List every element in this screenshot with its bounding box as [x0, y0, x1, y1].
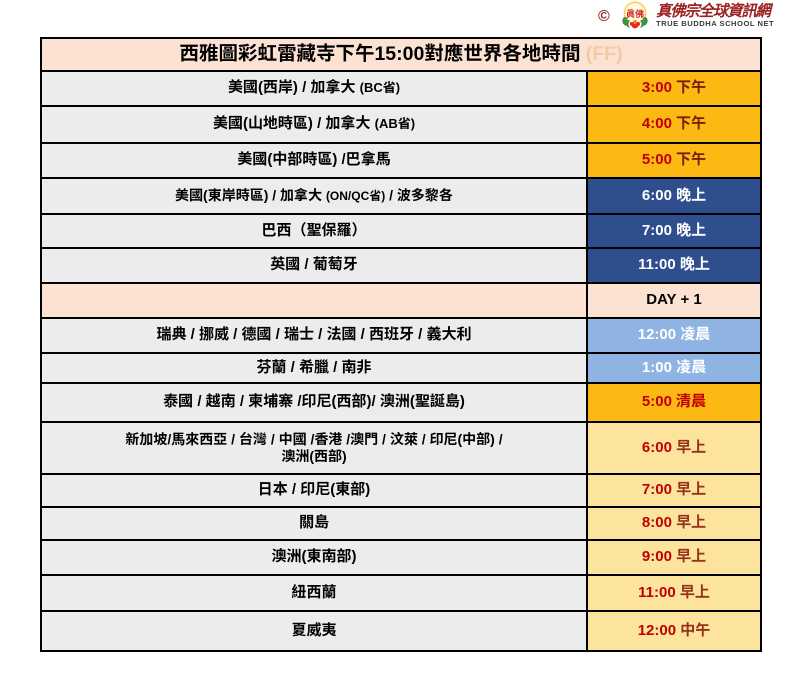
- svg-text:眞佛: 眞佛: [626, 8, 644, 19]
